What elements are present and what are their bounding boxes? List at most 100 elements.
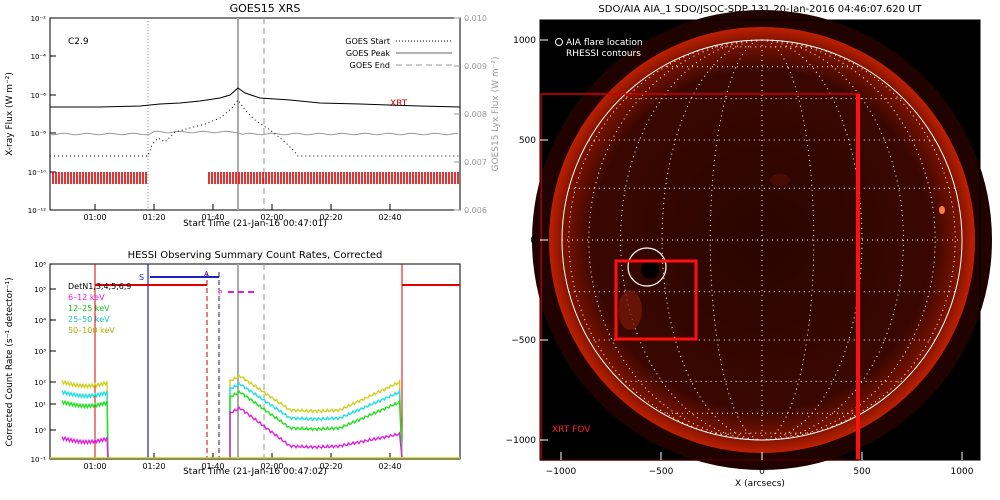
goes-y-tick-label: 10⁻⁸: [31, 130, 47, 138]
goes-title: GOES15 XRS: [230, 2, 301, 15]
aia-xrt-fov-small: [614, 259, 698, 341]
hessi-y-tick-label: 10⁻¹: [31, 456, 47, 464]
aia-y-tick-label: 1000: [513, 36, 536, 46]
aia-legend-circle-icon: [555, 38, 563, 46]
goes-lyman-alpha-curve: [49, 130, 459, 136]
hessi-curve-50-100: [61, 379, 109, 459]
aia-y-tick-label: −1000: [506, 436, 537, 446]
hessi-curve-25-50: [229, 381, 403, 459]
goes-legend-peak: GOES Peak: [346, 49, 391, 58]
hessi-ylabel: Corrected Count Rate (s⁻¹ detector⁻¹): [5, 277, 15, 446]
goes-long-channel-curve: [50, 87, 461, 108]
aia-bright-patch: [770, 174, 790, 186]
hessi-y-tick-label: 10¹: [34, 401, 46, 409]
hessi-x-tick-label: 02:40: [378, 462, 401, 471]
aia-longitude-line: [620, 39, 763, 441]
hessi-x-tick-label: 01:00: [83, 462, 106, 471]
goes-y-tick-label: 10⁻¹⁰: [28, 169, 46, 177]
hessi-curve-6-12: [229, 405, 403, 459]
goes-xrt-coverage: [52, 172, 459, 184]
hessi-x-tick-label: 01:20: [142, 462, 165, 471]
goes-x-tick-label: 02:20: [319, 213, 342, 222]
hessi-x-tick-label: 02:20: [319, 462, 342, 471]
goes-y-ticks: 10⁻² 10⁻⁴ 10⁻⁶ 10⁻⁸ 10⁻¹⁰ 10⁻¹²: [28, 15, 56, 215]
aia-longitude-line: [761, 39, 815, 441]
aia-panel: SDO/AIA AIA_1 SDO/JSOC-SDP 131 20-Jan-20…: [500, 0, 1000, 500]
goes-y2-tick-label: 0.009: [464, 62, 487, 71]
hessi-y-tick-label: 10⁵: [34, 286, 46, 294]
aia-longitude-line: [661, 39, 763, 441]
hessi-y-tick-label: 10⁸: [34, 261, 46, 269]
goes-y-tick-label: 10⁻⁶: [31, 92, 47, 100]
goes-short-channel-curve: [50, 99, 460, 157]
hessi-legend-50-100: 50–100 keV: [68, 326, 115, 335]
goes-xrt-label: XRT: [390, 99, 408, 109]
aia-longitude-line: [709, 39, 763, 441]
hessi-y-tick-label: 10⁴: [34, 317, 46, 325]
hessi-xlabel: Start Time (21-Jan-16 00:47:02): [183, 467, 327, 477]
goes-y-tick-label: 10⁻²: [31, 15, 47, 23]
goes-x-ticks: 01:00 01:20 01:40 02:00 02:20 02:40: [83, 204, 402, 222]
goes-x-tick-label: 02:40: [378, 213, 401, 222]
goes-x-tick-label: 02:00: [260, 213, 283, 222]
hessi-y-tick-label: 10³: [34, 348, 46, 356]
aia-longitude-line: [761, 39, 904, 441]
hessi-plot-frame: [49, 263, 461, 460]
aia-xlabel: X (arcsecs): [735, 479, 785, 489]
hessi-legend: DetN1,3,4,5,6,9 6–12 keV 12–25 keV 25–50…: [68, 282, 131, 335]
aia-legend-line2: RHESSI contours: [566, 49, 641, 59]
hessi-y-tick-label: 10⁰: [34, 427, 46, 435]
goes-y2-tick-label: 0.010: [464, 14, 487, 23]
hessi-legend-25-50: 25–50 keV: [68, 315, 110, 324]
hessi-marker-p: P: [218, 289, 222, 297]
aia-axis-ticks: −1000 −500 0 500 1000 1000 500 0 −500 −1000: [506, 36, 974, 477]
hessi-y-ticks: 10⁸ 10⁵ 10⁴ 10³ 10² 10¹ 10⁰ 10⁻¹: [31, 261, 56, 464]
aia-limb-bright-point: [939, 206, 945, 214]
goes-xlabel: Start Time (21-Jan-16 00:47:01): [183, 219, 327, 229]
hessi-curve-12-25: [229, 389, 403, 459]
aia-x-tick-label: 0: [759, 467, 765, 477]
aia-legend-line1: AIA flare location: [566, 38, 643, 48]
aia-xrt-fov-label: XRT FOV: [552, 425, 591, 435]
goes-class-label: C2.9: [68, 37, 89, 47]
goes-y2-tick-label: 0.007: [464, 158, 487, 167]
hessi-curve-12-25: [61, 399, 109, 459]
goes-y-tick-label: 10⁻¹²: [28, 207, 46, 215]
aia-x-tick-label: 500: [853, 467, 870, 477]
aia-x-tick-label: −1000: [546, 467, 577, 477]
aia-active-region: [618, 290, 642, 330]
hessi-title: HESSI Observing Summary Count Rates, Cor…: [128, 250, 383, 261]
aia-y-tick-label: 500: [519, 136, 536, 146]
goes-y2-tick-label: 0.006: [464, 206, 487, 215]
goes-legend-start: GOES Start: [345, 37, 390, 46]
aia-title: SDO/AIA AIA_1 SDO/JSOC-SDP 131 20-Jan-20…: [598, 4, 922, 15]
hessi-panel: HESSI Observing Summary Count Rates, Cor…: [5, 250, 461, 477]
goes-y2-tick-label: 0.008: [464, 110, 487, 119]
goes-ylabel-right: GOES15 Lyx Flux (W m⁻²): [491, 57, 501, 172]
aia-dark-feature: [641, 261, 659, 279]
hessi-curves: [61, 373, 403, 459]
aia-longitude-line: [761, 39, 863, 441]
aia-y-tick-label: 0: [530, 236, 536, 246]
goes-ylabel: X-ray Flux (W m⁻²): [5, 72, 15, 156]
hessi-marker-a: A: [204, 270, 209, 278]
goes-x-tick-label: 01:40: [201, 213, 224, 222]
goes-legend-end: GOES End: [350, 61, 390, 70]
goes-y2-ticks: 0.010 0.009 0.008 0.007 0.006: [454, 14, 487, 215]
aia-x-tick-label: 1000: [951, 467, 974, 477]
hessi-curve-6-12: [61, 435, 109, 459]
aia-x-tick-label: −500: [649, 467, 674, 477]
goes-x-tick-label: 01:20: [142, 213, 165, 222]
hessi-legend-12-25: 12–25 keV: [68, 304, 110, 313]
goes-panel: GOES15 XRS 10⁻² 10⁻⁴ 10⁻⁶ 10⁻⁸ 10⁻¹⁰ 10⁻¹² 0.…: [5, 2, 501, 229]
hessi-curve-50-100: [229, 373, 403, 459]
hessi-curve-25-50: [61, 389, 109, 459]
goes-legend: GOES Start GOES Peak GOES End: [345, 37, 452, 70]
goes-y-tick-label: 10⁻⁴: [31, 53, 47, 61]
aia-y-tick-label: −500: [511, 336, 536, 346]
hessi-marker-s: S: [139, 273, 144, 282]
hessi-x-tick-label: 02:00: [260, 462, 283, 471]
hessi-legend-det: DetN1,3,4,5,6,9: [68, 282, 131, 291]
aia-flare-location-circle: [627, 247, 667, 287]
hessi-y-tick-label: 10²: [34, 379, 46, 387]
